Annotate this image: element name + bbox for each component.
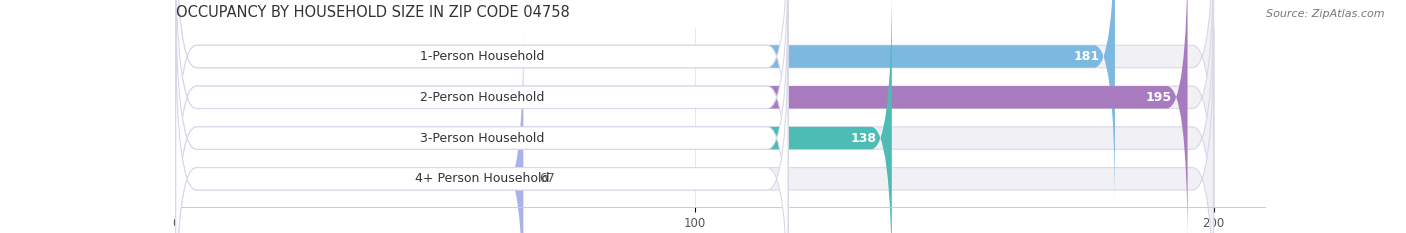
FancyBboxPatch shape — [176, 27, 523, 233]
Text: 3-Person Household: 3-Person Household — [420, 132, 544, 144]
FancyBboxPatch shape — [176, 0, 787, 208]
FancyBboxPatch shape — [176, 0, 891, 233]
Text: Source: ZipAtlas.com: Source: ZipAtlas.com — [1267, 9, 1385, 19]
FancyBboxPatch shape — [176, 0, 787, 233]
Text: 181: 181 — [1073, 50, 1099, 63]
FancyBboxPatch shape — [176, 0, 787, 233]
Text: 138: 138 — [851, 132, 876, 144]
Text: 4+ Person Household: 4+ Person Household — [415, 172, 550, 185]
FancyBboxPatch shape — [176, 0, 1115, 208]
FancyBboxPatch shape — [176, 0, 1188, 233]
FancyBboxPatch shape — [176, 27, 787, 233]
FancyBboxPatch shape — [176, 0, 1213, 208]
Text: 195: 195 — [1146, 91, 1173, 104]
FancyBboxPatch shape — [176, 27, 1213, 233]
Text: 67: 67 — [538, 172, 555, 185]
Text: 2-Person Household: 2-Person Household — [420, 91, 544, 104]
FancyBboxPatch shape — [176, 0, 1213, 233]
FancyBboxPatch shape — [176, 0, 1213, 233]
Text: 1-Person Household: 1-Person Household — [420, 50, 544, 63]
Text: OCCUPANCY BY HOUSEHOLD SIZE IN ZIP CODE 04758: OCCUPANCY BY HOUSEHOLD SIZE IN ZIP CODE … — [176, 5, 569, 20]
